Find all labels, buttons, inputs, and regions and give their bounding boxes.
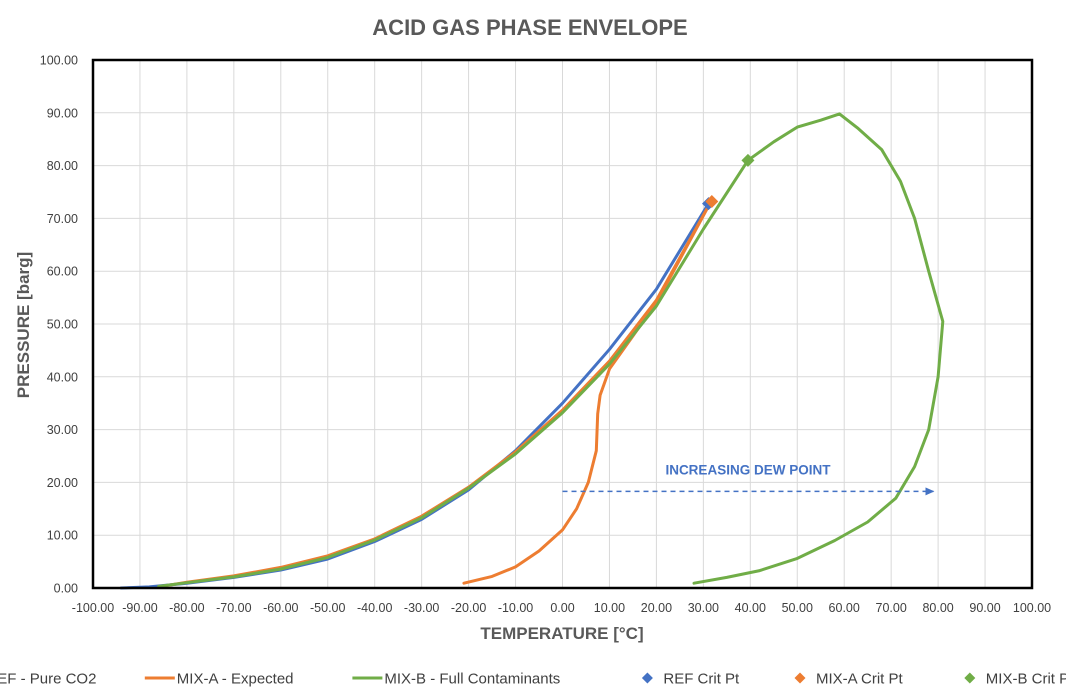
y-tick-label: 80.00 (47, 159, 78, 173)
x-axis-ticks: -100.00 -90.00 -80.00 -70.00 -60.00 -50.00 -40… (72, 601, 1051, 615)
x-tick-label: 90.00 (969, 601, 1000, 615)
critical-point-marker-1 (705, 195, 719, 209)
y-tick-label: 30.00 (47, 423, 78, 437)
legend-label-0: REF - Pure CO2 (0, 671, 96, 688)
y-tick-label: 100.00 (40, 54, 78, 68)
x-tick-label: -90.00 (122, 601, 157, 615)
legend-label-4: MIX-A Crit Pt (816, 671, 904, 688)
x-tick-label: -20.00 (451, 601, 486, 615)
legend-label-3: REF Crit Pt (663, 671, 740, 688)
x-tick-label: 60.00 (829, 601, 860, 615)
y-tick-label: 70.00 (47, 212, 78, 226)
series-line-0 (119, 202, 710, 590)
x-tick-label: -80.00 (169, 601, 204, 615)
dew-point-label: INCREASING DEW POINT (665, 462, 831, 477)
x-tick-label: 10.00 (594, 601, 625, 615)
x-tick-label: -40.00 (357, 601, 392, 615)
x-tick-label: 80.00 (922, 601, 953, 615)
legend-swatch-diamond-3 (641, 672, 653, 684)
chart-title: ACID GAS PHASE ENVELOPE (372, 15, 687, 40)
x-tick-label: 100.00 (1013, 601, 1051, 615)
series-line-2 (157, 112, 945, 588)
grid-lines (92, 59, 1033, 589)
y-tick-label: 40.00 (47, 370, 78, 384)
x-tick-label: 20.00 (641, 601, 672, 615)
plot-area-frame (91, 58, 1034, 590)
legend-label-5: MIX-B Crit Pt (986, 671, 1066, 688)
critical-point-marker-2 (741, 153, 755, 167)
y-tick-label: 50.00 (47, 318, 78, 332)
legend-label-2: MIX-B - Full Contaminants (384, 671, 560, 688)
x-tick-label: 0.00 (550, 601, 574, 615)
x-tick-label: -50.00 (310, 601, 345, 615)
legend-swatch-diamond-4 (794, 672, 806, 684)
x-tick-label: -30.00 (404, 601, 439, 615)
y-tick-label: 90.00 (47, 106, 78, 120)
x-axis-label: TEMPERATURE [°C] (480, 624, 643, 643)
y-tick-label: 60.00 (47, 265, 78, 279)
series-layer (119, 112, 945, 590)
x-tick-label: -60.00 (263, 601, 298, 615)
legend-swatch-diamond-5 (964, 672, 976, 684)
x-tick-label: 30.00 (688, 601, 719, 615)
x-tick-label: -100.00 (72, 601, 114, 615)
y-axis-label: PRESSURE [barg] (14, 252, 33, 398)
x-tick-label: 40.00 (735, 601, 766, 615)
critical-point-markers (702, 153, 755, 211)
x-tick-label: -10.00 (498, 601, 533, 615)
legend: REF - Pure CO2 MIX-A - Expected MIX-B - Fu… (0, 671, 1066, 688)
y-tick-label: 0.00 (54, 582, 78, 596)
y-tick-label: 10.00 (47, 529, 78, 543)
y-axis-ticks: 0.00 10.00 20.00 30.00 40.00 50.00 60.00 70.00 8… (40, 54, 78, 596)
series-line-1 (157, 201, 712, 589)
x-tick-label: 70.00 (876, 601, 907, 615)
x-tick-label: 50.00 (782, 601, 813, 615)
y-tick-label: 20.00 (47, 476, 78, 490)
x-tick-label: -70.00 (216, 601, 251, 615)
dew-point-annotation: INCREASING DEW POINT (562, 462, 935, 496)
legend-label-1: MIX-A - Expected (177, 671, 294, 688)
